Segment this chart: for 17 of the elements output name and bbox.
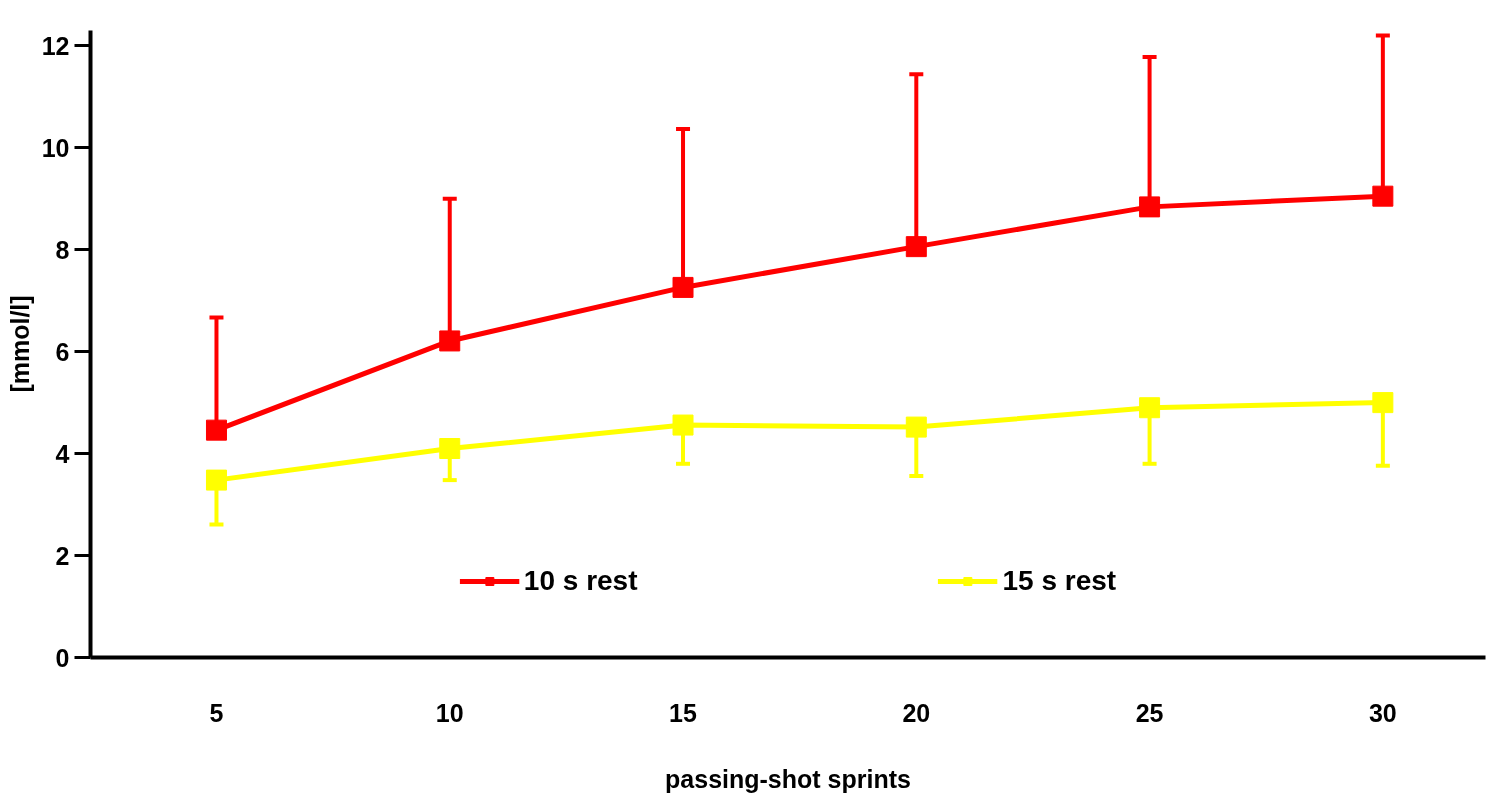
x-tick-label: 15 [669,698,698,727]
x-tick-label: 25 [1135,698,1164,727]
x-axis-title: passing-shot sprints [665,764,911,793]
y-tick-label: 8 [55,235,70,264]
y-tick-label: 4 [55,439,70,468]
x-tick-label: 5 [209,698,224,727]
legend-label: 15 s rest [1002,565,1117,597]
x-tick-label: 20 [902,698,931,727]
y-tick-label: 2 [55,541,70,570]
y-tick-label: 6 [55,337,70,366]
y-tick-label: 0 [55,643,70,672]
y-tick-label: 10 [41,133,70,162]
x-tick-label: 10 [435,698,464,727]
legend-label: 10 s rest [523,565,638,597]
y-axis-title: [mmol/l] [5,295,34,393]
y-tick-label: 12 [41,31,70,60]
x-tick-label: 30 [1368,698,1397,727]
